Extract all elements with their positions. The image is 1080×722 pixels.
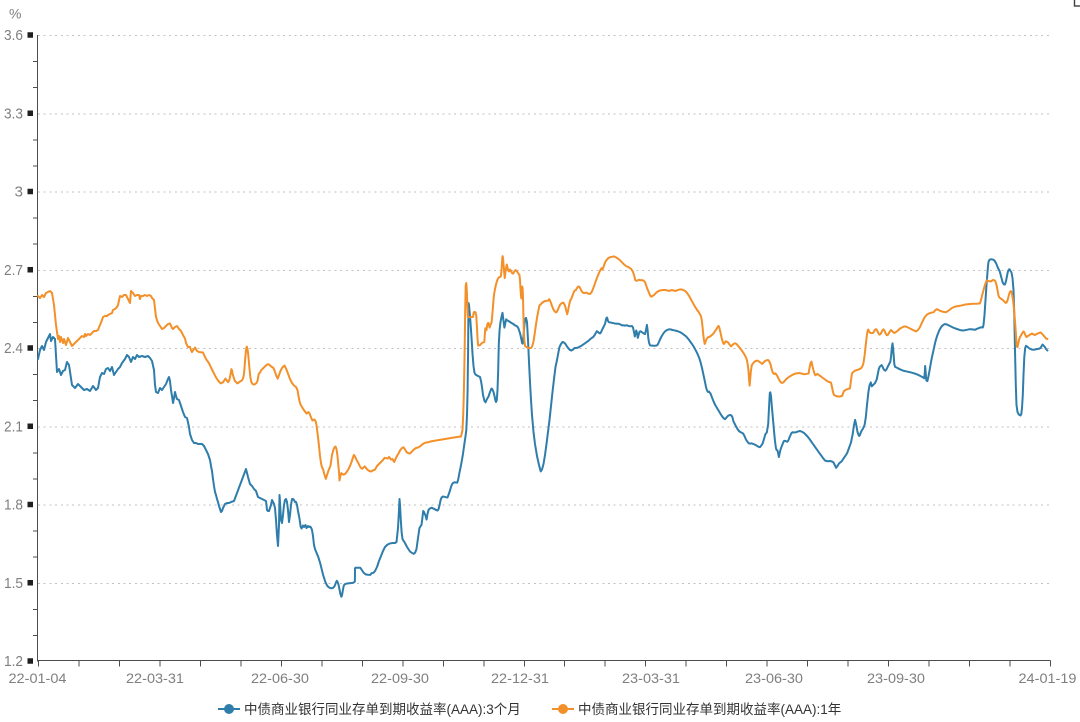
- svg-text:22-09-30: 22-09-30: [371, 670, 429, 686]
- svg-text:23-09-30: 23-09-30: [867, 670, 925, 686]
- svg-text:1.8: 1.8: [4, 497, 23, 514]
- svg-text:3: 3: [15, 184, 24, 201]
- svg-text:1.2: 1.2: [4, 653, 23, 670]
- svg-text:1.5: 1.5: [4, 575, 23, 592]
- svg-text:中债商业银行同业存单到期收益率(AAA):3个月: 中债商业银行同业存单到期收益率(AAA):3个月: [244, 701, 521, 717]
- svg-text:24-01-19: 24-01-19: [1019, 670, 1077, 686]
- svg-text:23-06-30: 23-06-30: [745, 670, 803, 686]
- svg-text:22-06-30: 22-06-30: [251, 670, 309, 686]
- svg-text:3.6: 3.6: [4, 27, 23, 44]
- svg-text:2.4: 2.4: [4, 340, 23, 357]
- svg-text:2.7: 2.7: [4, 262, 23, 279]
- svg-text:22-03-31: 22-03-31: [126, 670, 184, 686]
- svg-text:23-03-31: 23-03-31: [622, 670, 680, 686]
- svg-text:%: %: [9, 6, 21, 22]
- svg-text:2.1: 2.1: [4, 418, 23, 435]
- svg-text:22-12-31: 22-12-31: [491, 670, 549, 686]
- svg-text:3.3: 3.3: [4, 105, 23, 122]
- svg-text:22-01-04: 22-01-04: [9, 670, 67, 686]
- svg-text:中债商业银行同业存单到期收益率(AAA):1年: 中债商业银行同业存单到期收益率(AAA):1年: [578, 701, 841, 717]
